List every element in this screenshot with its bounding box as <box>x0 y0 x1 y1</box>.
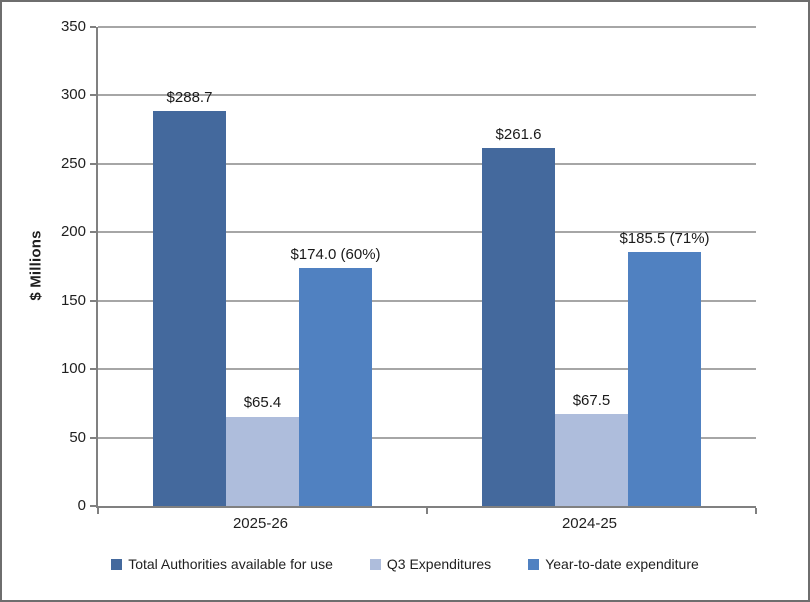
bar-series1-2025-26 <box>153 110 226 506</box>
y-axis-tick-200 <box>90 231 96 234</box>
x-category-label-2025-26: 2025-26 <box>232 515 289 532</box>
x-axis-tick-2 <box>755 508 757 514</box>
legend-swatch-icon-2 <box>369 558 381 570</box>
gridline-100 <box>98 368 756 371</box>
x-axis-tick-0 <box>97 508 99 514</box>
legend-item-2: Q3 Expenditures <box>369 556 492 572</box>
y-tick-label-350: 350 <box>60 18 86 35</box>
legend-label-3: Year-to-date expenditure <box>545 556 699 572</box>
y-tick-label-50: 50 <box>69 428 86 446</box>
legend-swatch-icon-1 <box>111 558 123 570</box>
bar-label-series3-2024-25: $185.5 (71%) <box>619 230 710 248</box>
x-axis-tick-1 <box>426 508 428 514</box>
y-axis-tick-350 <box>90 26 96 28</box>
bar-label-series1-2025-26: $288.7 <box>166 88 213 106</box>
y-axis-tick-300 <box>90 94 96 97</box>
legend-item-3: Year-to-date expenditure <box>528 556 699 572</box>
y-tick-label-200: 200 <box>60 223 86 241</box>
y-axis-tick-100 <box>90 368 96 371</box>
bar-label-series2-2024-25: $67.5 <box>572 391 611 409</box>
legend-label-2: Q3 Expenditures <box>386 556 492 572</box>
y-tick-label-300: 300 <box>60 86 86 104</box>
bar-series1-2024-25 <box>482 147 555 506</box>
bar-series3-2025-26 <box>299 267 372 506</box>
legend-item-1: Total Authorities available for use <box>111 556 333 572</box>
chart-legend: Total Authorities available for use Q3 Ex… <box>2 556 808 572</box>
bar-series2-2025-26 <box>226 416 299 506</box>
y-axis-tick-150 <box>90 299 96 302</box>
gridline-350 <box>98 26 756 28</box>
legend-label-1: Total Authorities available for use <box>128 556 333 572</box>
y-axis-title: $ Millions <box>27 230 45 301</box>
plot-area: $288.7 $65.4 $174.0 (60%) $261.6 $67.5 $185.5… <box>90 26 757 514</box>
x-category-label-2024-25: 2024-25 <box>561 515 618 532</box>
gridline-150 <box>98 299 756 302</box>
bar-label-series3-2025-26: $174.0 (60%) <box>290 245 381 263</box>
bar-label-series1-2024-25: $261.6 <box>495 125 542 143</box>
y-axis-tick-50 <box>90 436 96 439</box>
gridline-300 <box>98 94 756 97</box>
bar-series2-2024-25 <box>555 413 628 506</box>
y-tick-label-0: 0 <box>77 497 86 514</box>
bar-series3-2024-25 <box>628 252 701 506</box>
y-tick-label-250: 250 <box>60 154 86 172</box>
gridline-250 <box>98 162 756 165</box>
y-axis-tick-0 <box>90 505 96 507</box>
gridline-200 <box>98 231 756 234</box>
y-tick-label-150: 150 <box>60 291 86 309</box>
y-axis-tick-250 <box>90 162 96 165</box>
gridline-50 <box>98 436 756 439</box>
bar-label-series2-2025-26: $65.4 <box>243 394 282 412</box>
y-tick-label-100: 100 <box>60 360 86 378</box>
legend-swatch-icon-3 <box>528 558 540 570</box>
